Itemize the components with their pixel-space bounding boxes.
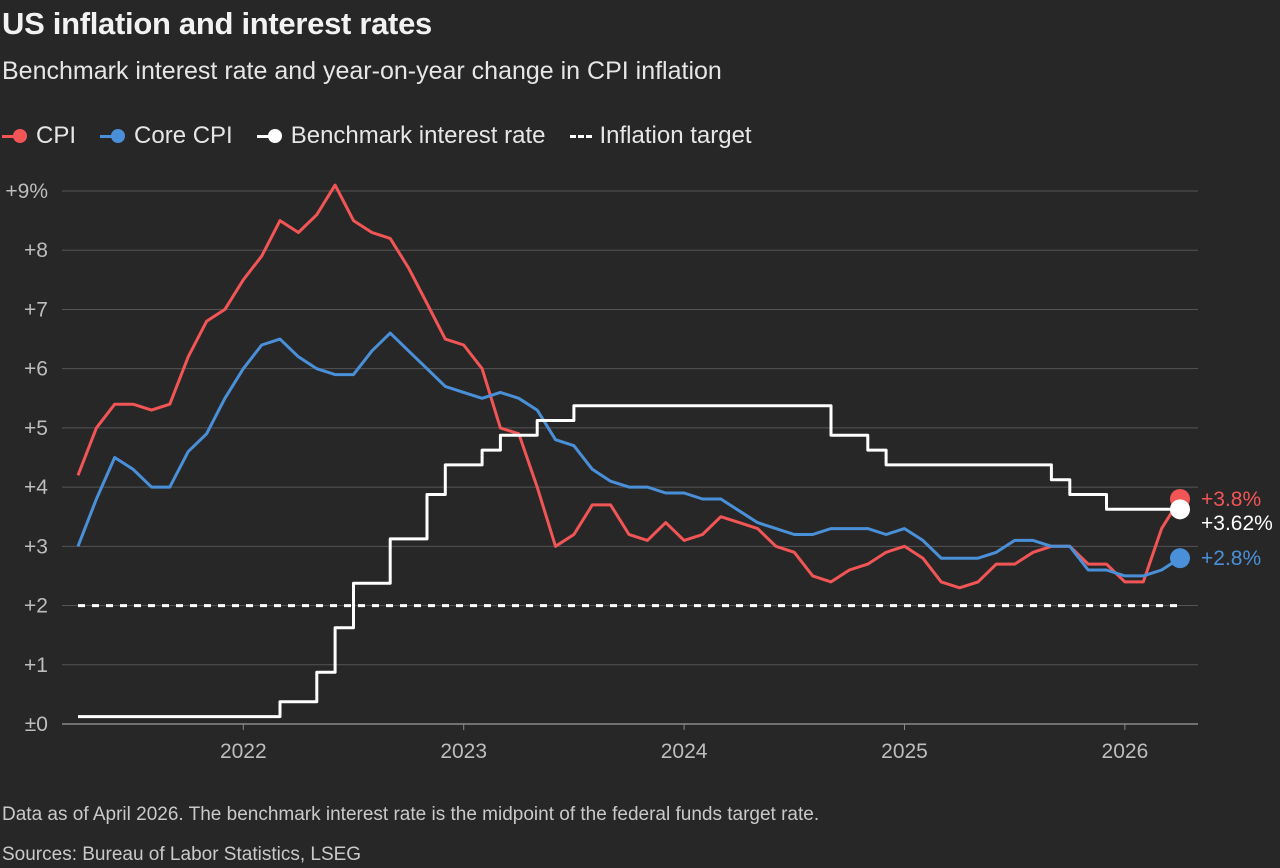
x-tick-label: 2026 — [1102, 740, 1149, 763]
legend-label-core-cpi: Core CPI — [134, 122, 233, 149]
x-tick-label: 2023 — [440, 740, 487, 763]
dashed-line-icon — [569, 129, 592, 143]
legend-item-cpi: CPI — [2, 122, 76, 150]
series-line-cpi — [76, 183, 1182, 590]
end-marker-core-cpi — [1170, 548, 1190, 569]
end-label-benchmark-interest-rate: +3.62% — [1201, 512, 1273, 535]
legend-item-inflation-target: Inflation target — [569, 122, 752, 150]
blue-dot-line-icon — [100, 129, 126, 143]
red-dot-line-icon — [2, 129, 28, 143]
y-tick-label: +3 — [24, 535, 48, 558]
series-line-core-cpi — [76, 331, 1181, 578]
y-tick-label: +9% — [5, 180, 48, 203]
y-tick-label: +1 — [24, 654, 48, 677]
chart-title: US inflation and interest rates — [2, 6, 432, 41]
y-tick-label: +6 — [24, 358, 48, 381]
y-tick-label: +4 — [24, 476, 48, 499]
series-line-benchmark-interest-rate — [78, 404, 1180, 719]
y-tick-label: +8 — [24, 239, 48, 262]
end-marker-benchmark-interest-rate — [1170, 499, 1190, 520]
x-tick-label: 2025 — [881, 740, 928, 763]
chart-legend: CPI Core CPI Benchmark interest rate Inf… — [2, 122, 776, 150]
legend-label-benchmark-rate: Benchmark interest rate — [290, 122, 546, 149]
legend-label-inflation-target: Inflation target — [599, 122, 752, 149]
white-dot-line-icon — [256, 129, 283, 143]
grid-lines — [62, 190, 1198, 725]
x-tick-label: 2024 — [661, 740, 708, 763]
y-tick-label: +2 — [24, 595, 48, 618]
x-axis-ticks: 2022 2023 2024 2025 2026 — [220, 724, 1148, 763]
series-lines — [76, 183, 1190, 719]
y-axis-ticks: ±0 +1 +2 +3 +4 +5 +6 +7 +8 +9% — [5, 180, 48, 736]
chart-subtitle: Benchmark interest rate and year-on-year… — [2, 57, 722, 85]
end-label-cpi: +3.8% — [1201, 488, 1261, 511]
y-tick-label: +5 — [24, 417, 48, 440]
end-labels: +3.8%+3.62% +2.8% — [1201, 488, 1273, 570]
y-tick-label: +7 — [24, 298, 48, 321]
legend-item-core-cpi: Core CPI — [100, 122, 233, 150]
y-tick-label: ±0 — [25, 713, 48, 736]
sources-note: Sources: Bureau of Labor Statistics, LSE… — [2, 844, 362, 865]
end-label-core-cpi: +2.8% — [1201, 547, 1261, 570]
footnote: Data as of April 2026. The benchmark int… — [2, 804, 820, 825]
legend-label-cpi: CPI — [36, 122, 77, 149]
legend-item-benchmark-rate: Benchmark interest rate — [256, 122, 546, 150]
x-tick-label: 2022 — [220, 740, 267, 763]
